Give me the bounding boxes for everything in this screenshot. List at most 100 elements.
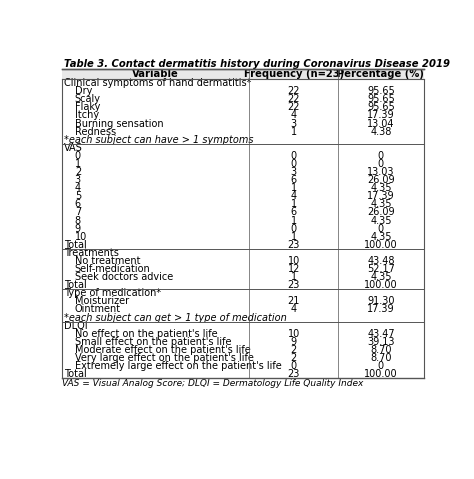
Text: 2: 2: [75, 167, 81, 177]
Text: 22: 22: [287, 94, 300, 104]
Text: 10: 10: [288, 329, 300, 339]
Text: 0: 0: [291, 159, 297, 169]
Text: 1: 1: [291, 183, 297, 193]
Text: Small effect on the patient's life: Small effect on the patient's life: [75, 337, 231, 347]
Text: 5: 5: [75, 191, 81, 201]
Text: Type of medication*: Type of medication*: [64, 288, 161, 298]
Text: 95.65: 95.65: [367, 94, 395, 104]
Text: 0: 0: [291, 224, 297, 234]
Text: 1: 1: [291, 126, 297, 137]
Text: 8.70: 8.70: [370, 353, 392, 363]
Text: 21: 21: [288, 297, 300, 307]
Text: 4.35: 4.35: [370, 216, 392, 226]
Text: 4: 4: [291, 191, 297, 201]
Text: DLQI: DLQI: [64, 320, 88, 331]
Text: 2: 2: [291, 345, 297, 355]
Text: No effect on the patient's life: No effect on the patient's life: [75, 329, 218, 339]
Text: 4.35: 4.35: [370, 232, 392, 242]
Text: 3: 3: [75, 175, 81, 185]
Text: 13.03: 13.03: [367, 167, 395, 177]
Text: VAS: VAS: [64, 143, 82, 153]
Text: 0: 0: [378, 151, 384, 161]
Text: 23: 23: [288, 369, 300, 379]
Text: 95.65: 95.65: [367, 86, 395, 96]
Text: 4.35: 4.35: [370, 199, 392, 209]
Text: 39.13: 39.13: [367, 337, 395, 347]
Text: 4.35: 4.35: [370, 272, 392, 282]
Text: 17.39: 17.39: [367, 305, 395, 314]
Text: 0: 0: [378, 224, 384, 234]
Text: 100.00: 100.00: [364, 240, 398, 250]
Text: 10: 10: [75, 232, 87, 242]
Text: Frequency (n=23): Frequency (n=23): [244, 69, 344, 79]
Text: 4.35: 4.35: [370, 183, 392, 193]
Text: 9: 9: [291, 337, 297, 347]
Text: 91.30: 91.30: [367, 297, 395, 307]
Text: Itchy: Itchy: [75, 111, 99, 120]
Text: 22: 22: [287, 103, 300, 113]
Text: 22: 22: [287, 86, 300, 96]
Text: 6: 6: [75, 199, 81, 209]
Text: Extremely large effect on the patient's life: Extremely large effect on the patient's …: [75, 361, 282, 371]
Text: 4: 4: [291, 305, 297, 314]
Text: Very large effect on the patient's life: Very large effect on the patient's life: [75, 353, 254, 363]
Text: 43.47: 43.47: [367, 329, 395, 339]
Text: No treatment: No treatment: [75, 256, 140, 266]
Text: 1: 1: [291, 232, 297, 242]
Text: 0: 0: [291, 151, 297, 161]
Text: 4.38: 4.38: [370, 126, 392, 137]
Text: 1: 1: [291, 216, 297, 226]
Text: VAS = Visual Analog Score; DLQI = Dermatology Life Quality Index: VAS = Visual Analog Score; DLQI = Dermat…: [63, 379, 364, 388]
Text: 3: 3: [291, 167, 297, 177]
Text: Burning sensation: Burning sensation: [75, 118, 164, 128]
Text: Clinical symptoms of hand dermatitis*: Clinical symptoms of hand dermatitis*: [64, 78, 251, 88]
Text: Total: Total: [64, 280, 87, 290]
Text: 43.48: 43.48: [367, 256, 395, 266]
Text: 3: 3: [291, 118, 297, 128]
Text: *each subject can have > 1 symptoms: *each subject can have > 1 symptoms: [64, 135, 254, 145]
Text: Seek doctors advice: Seek doctors advice: [75, 272, 173, 282]
Text: Self-medication: Self-medication: [75, 264, 151, 274]
Text: 10: 10: [288, 256, 300, 266]
Text: 6: 6: [291, 175, 297, 185]
Text: 100.00: 100.00: [364, 369, 398, 379]
Text: 12: 12: [288, 264, 300, 274]
Text: Redness: Redness: [75, 126, 116, 137]
Text: 4: 4: [291, 111, 297, 120]
Text: 26.09: 26.09: [367, 175, 395, 185]
Text: 4: 4: [75, 183, 81, 193]
Text: 8: 8: [75, 216, 81, 226]
Text: 95.65: 95.65: [367, 103, 395, 113]
Text: Moderate effect on the patient's life: Moderate effect on the patient's life: [75, 345, 250, 355]
Text: 100.00: 100.00: [364, 280, 398, 290]
Text: Treatments: Treatments: [64, 248, 119, 258]
Text: 6: 6: [291, 207, 297, 217]
Text: Moisturizer: Moisturizer: [75, 297, 129, 307]
Text: 0: 0: [378, 159, 384, 169]
Text: 2: 2: [291, 353, 297, 363]
Text: 23: 23: [288, 280, 300, 290]
Text: 9: 9: [75, 224, 81, 234]
Text: 0: 0: [378, 361, 384, 371]
Text: Total: Total: [64, 240, 87, 250]
Bar: [63, 69, 423, 79]
Text: 17.39: 17.39: [367, 191, 395, 201]
Text: 1: 1: [291, 199, 297, 209]
Text: Percentage (%): Percentage (%): [337, 69, 424, 79]
Text: 7: 7: [75, 207, 81, 217]
Text: Total: Total: [64, 369, 87, 379]
Text: Ointment: Ointment: [75, 305, 121, 314]
Text: Variable: Variable: [132, 69, 179, 79]
Text: *each subject can get > 1 type of medication: *each subject can get > 1 type of medica…: [64, 313, 287, 322]
Text: 52.17: 52.17: [367, 264, 395, 274]
Text: 0: 0: [75, 151, 81, 161]
Text: 23: 23: [288, 240, 300, 250]
Text: 0: 0: [291, 361, 297, 371]
Text: 1: 1: [291, 272, 297, 282]
Text: Table 3. Contact dermatitis history during Coronavirus Disease 2019: Table 3. Contact dermatitis history duri…: [64, 59, 450, 69]
Text: 26.09: 26.09: [367, 207, 395, 217]
Text: 8.70: 8.70: [370, 345, 392, 355]
Text: Scaly: Scaly: [75, 94, 101, 104]
Text: 17.39: 17.39: [367, 111, 395, 120]
Text: Flaky: Flaky: [75, 103, 100, 113]
